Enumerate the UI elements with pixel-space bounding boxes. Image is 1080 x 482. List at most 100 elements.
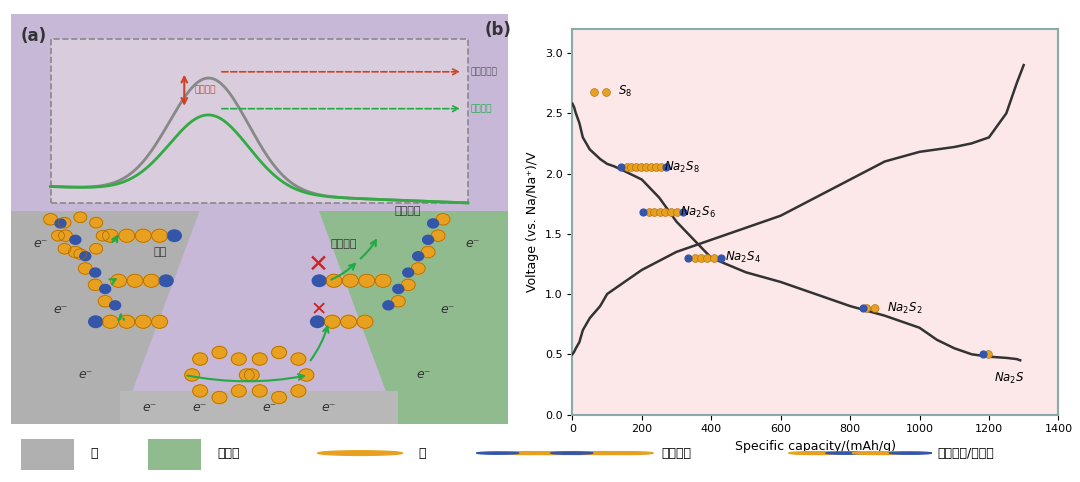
Point <box>658 164 675 172</box>
Text: e⁻: e⁻ <box>53 303 68 316</box>
Point <box>647 164 664 172</box>
Text: e⁻: e⁻ <box>33 238 48 250</box>
Circle shape <box>240 369 254 381</box>
Text: 过硫化钠/硫化钠: 过硫化钠/硫化钠 <box>937 447 994 459</box>
Point <box>637 164 654 172</box>
Circle shape <box>103 315 119 328</box>
Circle shape <box>476 452 518 454</box>
Circle shape <box>422 235 433 244</box>
Circle shape <box>311 316 324 327</box>
Circle shape <box>253 385 267 397</box>
Text: $Na_2S$: $Na_2S$ <box>995 371 1025 386</box>
Point <box>657 208 674 216</box>
Circle shape <box>600 452 653 455</box>
Text: e⁻: e⁻ <box>441 303 455 316</box>
Circle shape <box>151 229 167 242</box>
Circle shape <box>889 452 932 454</box>
Point <box>686 254 703 262</box>
Circle shape <box>375 274 391 287</box>
Circle shape <box>58 230 72 241</box>
Point <box>692 254 710 262</box>
Circle shape <box>550 452 603 455</box>
Circle shape <box>89 279 103 291</box>
Polygon shape <box>319 211 508 424</box>
Circle shape <box>96 230 109 241</box>
Circle shape <box>110 274 126 287</box>
Text: ✕: ✕ <box>308 253 329 276</box>
Point <box>667 208 685 216</box>
Point <box>854 305 872 312</box>
Circle shape <box>192 385 207 397</box>
Text: 抑制穿梭: 抑制穿梭 <box>330 239 356 249</box>
Circle shape <box>167 230 181 241</box>
Point <box>643 164 660 172</box>
Text: e⁻: e⁻ <box>78 369 93 381</box>
Text: 硫: 硫 <box>418 447 426 459</box>
Circle shape <box>852 452 905 455</box>
Circle shape <box>99 284 110 294</box>
Point <box>651 208 669 216</box>
Y-axis label: Voltage (vs. Na/Na⁺)/V: Voltage (vs. Na/Na⁺)/V <box>526 151 539 292</box>
Circle shape <box>291 385 306 397</box>
Circle shape <box>312 275 326 286</box>
Circle shape <box>526 452 579 455</box>
Circle shape <box>79 263 92 274</box>
Bar <box>22 439 75 470</box>
Circle shape <box>357 315 373 328</box>
Point <box>612 164 630 172</box>
Circle shape <box>192 353 207 365</box>
Circle shape <box>73 249 86 259</box>
Circle shape <box>212 346 227 359</box>
Point <box>633 164 650 172</box>
Point <box>679 254 697 262</box>
Point <box>980 350 997 358</box>
Circle shape <box>89 316 103 327</box>
Text: 加速转变: 加速转变 <box>395 206 421 216</box>
Circle shape <box>231 385 246 397</box>
Text: e⁻: e⁻ <box>322 402 336 414</box>
Circle shape <box>212 391 227 404</box>
Circle shape <box>431 230 445 241</box>
Circle shape <box>402 279 415 291</box>
Polygon shape <box>11 211 200 424</box>
Circle shape <box>159 275 173 286</box>
Circle shape <box>52 230 65 241</box>
Text: e⁻: e⁻ <box>143 402 157 414</box>
Text: 碳: 碳 <box>91 447 97 459</box>
Text: 催化转变: 催化转变 <box>471 104 491 113</box>
Circle shape <box>135 315 151 328</box>
Circle shape <box>244 369 259 381</box>
Text: e⁻: e⁻ <box>465 238 480 250</box>
Circle shape <box>55 219 66 228</box>
Point <box>712 254 729 262</box>
Circle shape <box>80 252 91 261</box>
Text: $Na_2S_2$: $Na_2S_2$ <box>887 301 922 316</box>
Point <box>674 208 691 216</box>
Circle shape <box>185 369 200 381</box>
Circle shape <box>68 246 82 258</box>
Circle shape <box>503 452 556 455</box>
Text: $Na_2S_4$: $Na_2S_4$ <box>725 250 761 266</box>
Circle shape <box>231 353 246 365</box>
Circle shape <box>119 315 135 328</box>
Circle shape <box>58 243 71 254</box>
Text: 扩散: 扩散 <box>153 247 166 257</box>
Circle shape <box>90 217 103 228</box>
Text: e⁻: e⁻ <box>262 402 276 414</box>
Circle shape <box>413 252 423 261</box>
Circle shape <box>291 353 306 365</box>
Point <box>705 254 723 262</box>
Circle shape <box>393 284 404 294</box>
Circle shape <box>253 353 267 365</box>
Text: (b): (b) <box>485 21 512 39</box>
Text: (a): (a) <box>21 27 46 45</box>
Point <box>598 88 616 95</box>
Circle shape <box>788 452 841 455</box>
Circle shape <box>326 274 342 287</box>
Point <box>623 164 640 172</box>
Circle shape <box>342 274 359 287</box>
Circle shape <box>577 452 630 455</box>
Circle shape <box>272 346 286 359</box>
Point <box>640 208 658 216</box>
Circle shape <box>103 229 119 242</box>
